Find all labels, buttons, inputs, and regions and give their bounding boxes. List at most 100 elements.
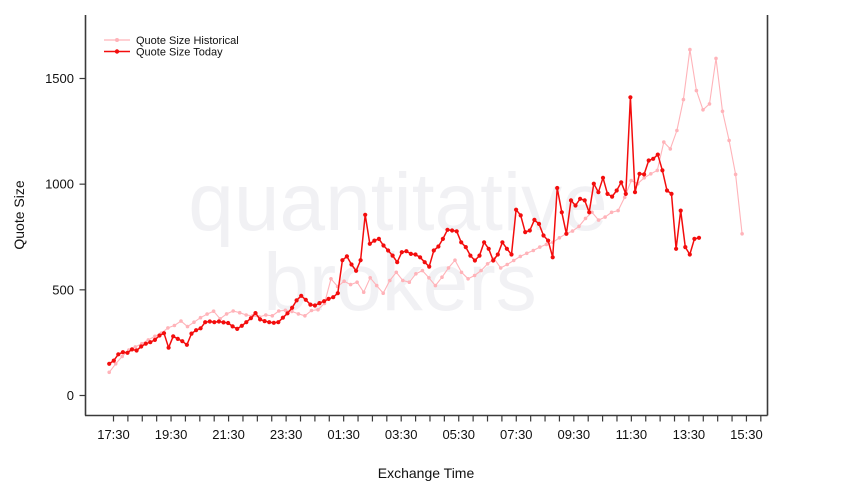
series-historical-marker xyxy=(459,270,464,275)
series-historical-marker xyxy=(427,276,431,280)
series-historical-marker xyxy=(609,210,614,215)
series-historical-marker xyxy=(688,47,692,52)
x-axis-title: Exchange Time xyxy=(378,465,475,481)
series-today-marker xyxy=(491,258,496,263)
series-historical-marker xyxy=(583,216,588,221)
y-tick-label: 0 xyxy=(67,388,74,403)
series-today-marker xyxy=(244,320,249,325)
series-today-marker xyxy=(578,196,583,201)
series-historical-marker xyxy=(361,290,366,295)
series-historical-marker xyxy=(407,280,412,285)
series-today-marker xyxy=(504,246,509,251)
series-today-marker xyxy=(642,172,647,177)
series-today-marker xyxy=(559,210,564,215)
series-today-marker xyxy=(422,260,427,265)
series-layer xyxy=(107,47,744,375)
series-historical-marker xyxy=(107,370,111,375)
series-historical-marker xyxy=(662,140,666,144)
series-today-marker xyxy=(189,331,194,336)
series-today-line xyxy=(108,96,700,365)
series-today-marker xyxy=(120,350,125,355)
series-today-marker xyxy=(322,299,327,304)
series-historical-marker xyxy=(681,97,686,102)
series-today-marker xyxy=(157,333,162,338)
series-today-marker xyxy=(591,181,596,186)
series-today-marker xyxy=(660,168,665,173)
series-historical-marker xyxy=(511,258,516,263)
x-tick-label: 23:30 xyxy=(270,427,303,442)
series-today-marker xyxy=(587,210,592,215)
series-today-marker xyxy=(518,213,523,218)
series-historical-marker xyxy=(472,273,477,278)
series-today-marker xyxy=(139,344,144,349)
series-historical-marker xyxy=(505,262,510,267)
series-today-marker xyxy=(258,317,263,322)
series-today-marker xyxy=(527,228,532,233)
series-today-marker xyxy=(509,252,514,257)
series-today-marker xyxy=(386,248,391,253)
series-today-marker xyxy=(226,320,231,326)
series-today-marker xyxy=(148,340,153,345)
y-tick-label: 1500 xyxy=(45,71,74,86)
series-today-marker xyxy=(285,311,290,316)
series-today-marker xyxy=(431,248,436,253)
series-historical-marker xyxy=(198,315,203,320)
series-historical-marker xyxy=(570,229,575,233)
x-tick-label: 03:30 xyxy=(385,427,418,442)
series-today-marker xyxy=(404,249,409,254)
series-today-marker xyxy=(212,320,217,325)
y-tick-label: 500 xyxy=(52,282,74,297)
series-today-marker xyxy=(692,236,697,241)
series-historical-marker xyxy=(329,277,333,281)
x-tick-label: 05:30 xyxy=(442,427,475,442)
x-tick-label: 07:30 xyxy=(500,427,533,442)
series-historical-marker xyxy=(538,245,542,249)
series-historical-marker xyxy=(544,242,549,247)
series-today-marker xyxy=(354,268,359,273)
series-today-marker xyxy=(582,198,587,203)
series-historical-marker xyxy=(192,320,196,325)
series-historical-marker xyxy=(277,309,281,313)
series-today-marker xyxy=(340,258,345,263)
series-historical-marker xyxy=(355,280,359,285)
series-today-marker xyxy=(367,241,372,246)
series-today-marker xyxy=(317,301,322,306)
series-today-marker xyxy=(495,252,500,257)
x-tick-label: 21:30 xyxy=(212,427,245,442)
series-today-marker xyxy=(326,296,331,301)
x-tick-label: 15:30 xyxy=(730,427,763,442)
series-historical-marker xyxy=(642,176,646,180)
series-historical-marker xyxy=(166,326,170,330)
series-historical-marker xyxy=(368,276,373,280)
series-today-marker xyxy=(436,244,441,249)
series-today-marker xyxy=(427,264,432,269)
series-today xyxy=(107,95,702,366)
series-historical-marker xyxy=(622,195,627,200)
series-today-marker xyxy=(651,156,656,161)
series-today-marker xyxy=(381,243,386,248)
series-today-marker xyxy=(276,320,281,325)
series-today-marker xyxy=(290,305,295,310)
series-historical-marker xyxy=(348,282,353,287)
series-today-marker xyxy=(477,253,482,258)
series-historical-marker xyxy=(231,309,235,313)
series-historical-marker xyxy=(224,312,229,316)
series-historical-marker xyxy=(557,236,562,240)
series-historical-marker xyxy=(655,168,660,173)
series-historical-marker xyxy=(388,278,392,283)
series-today-marker xyxy=(253,311,258,316)
series-today-marker xyxy=(628,95,633,100)
series-today-marker xyxy=(399,250,404,255)
series-today-marker xyxy=(125,350,130,355)
series-today-marker xyxy=(486,246,491,251)
series-historical-marker xyxy=(518,254,523,259)
series-today-marker xyxy=(116,352,121,357)
legend-label-historical: Quote Size Historical xyxy=(136,35,239,47)
series-today-marker xyxy=(235,326,240,331)
series-today-marker xyxy=(239,323,244,328)
series-today-marker xyxy=(678,208,683,213)
series-today-marker xyxy=(536,221,542,226)
series-today-marker xyxy=(372,238,377,243)
